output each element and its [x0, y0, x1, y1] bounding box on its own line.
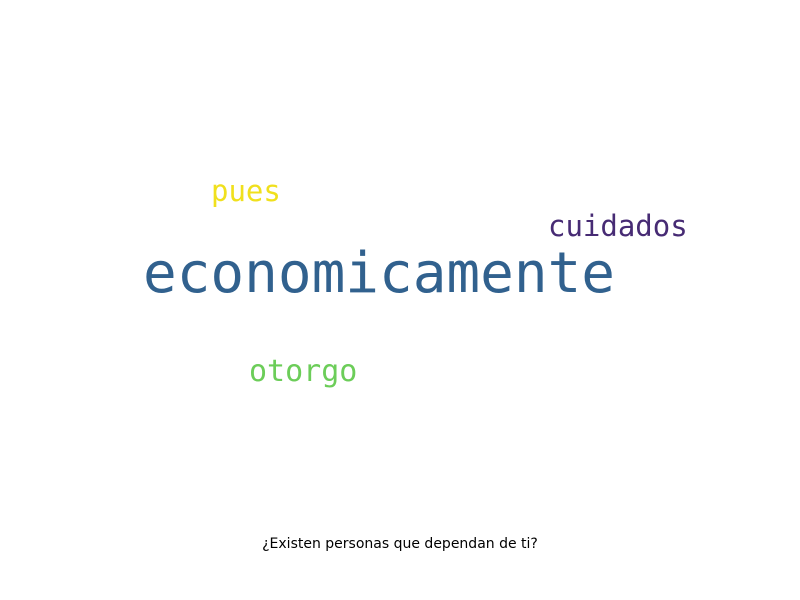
- caption: ¿Existen personas que dependan de ti?: [262, 536, 538, 552]
- cloud-word-cuidados: cuidados: [548, 209, 688, 243]
- cloud-word-otorgo: otorgo: [249, 354, 358, 389]
- cloud-word-economicamente: economicamente: [143, 241, 616, 306]
- cloud-word-pues: pues: [211, 174, 281, 208]
